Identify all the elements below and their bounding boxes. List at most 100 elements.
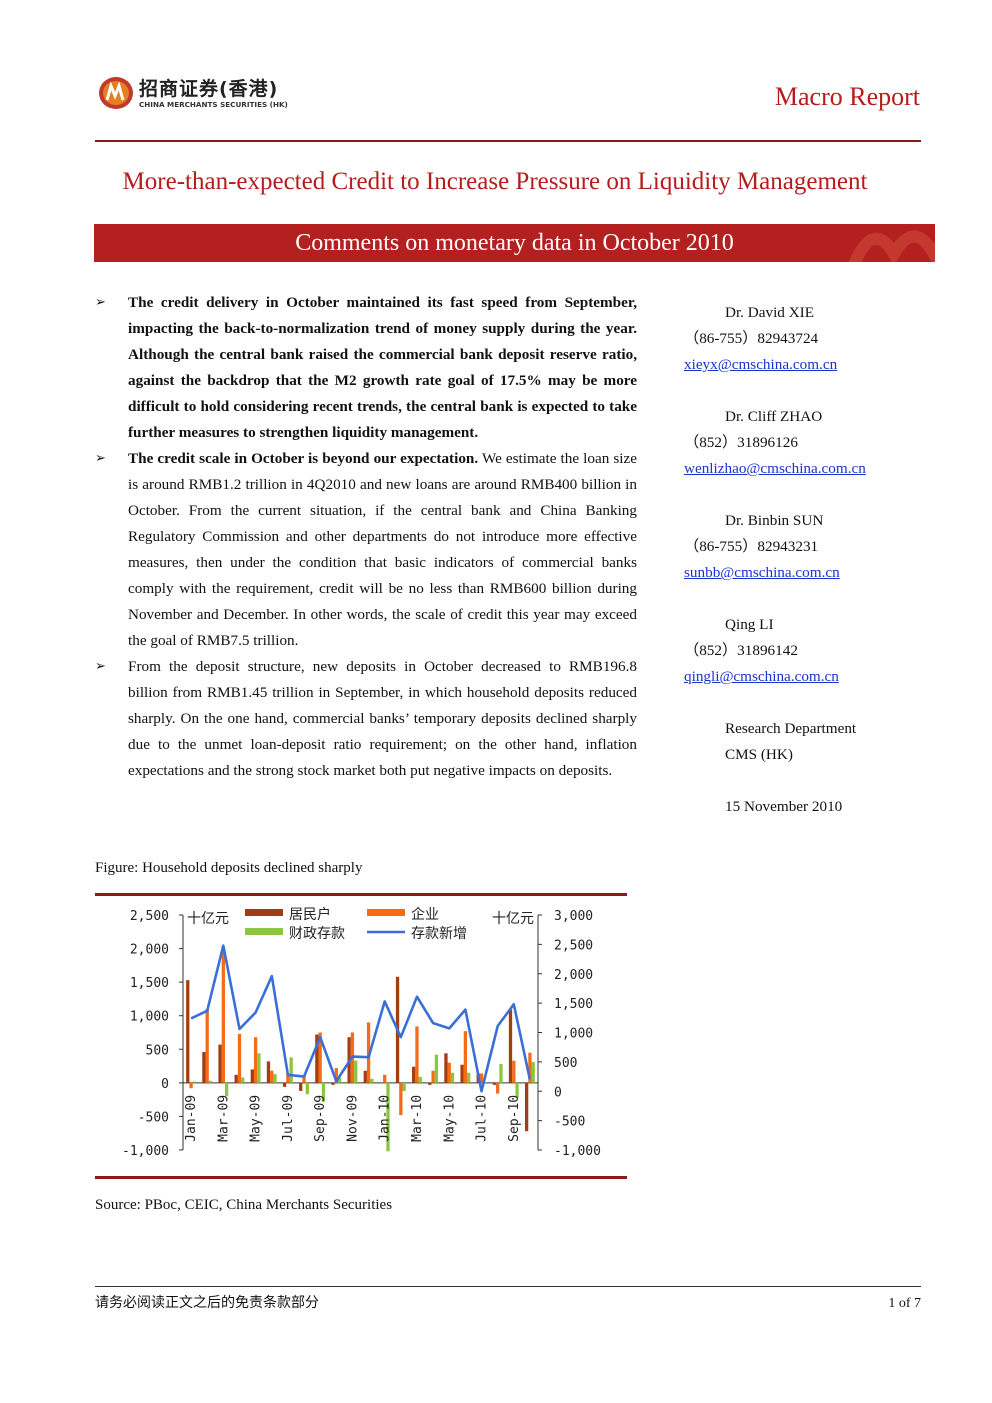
page-number: 1 of 7: [888, 1296, 921, 1311]
arrow-bullet-icon: ➢: [95, 451, 106, 466]
bar-household: [315, 1034, 319, 1083]
contact-name: Qing LI: [725, 616, 774, 633]
bar-enterprise: [253, 1037, 258, 1083]
bullet-text: From the deposit structure, new deposits…: [128, 658, 637, 779]
contact-phone: （852）31896142: [684, 642, 798, 659]
bar-fiscal: [241, 1077, 245, 1083]
bar-enterprise: [431, 1070, 435, 1083]
contact-card: Qing LI （852）31896142 qingli@cmschina.co…: [684, 612, 914, 690]
contact-card: Dr. Cliff ZHAO （852）31896126 wenlizhao@c…: [684, 404, 914, 482]
header-divider: [95, 140, 921, 142]
series-line-new-deposits: [190, 944, 532, 1093]
bar-fiscal: [224, 1082, 229, 1097]
x-tick-label: Jan-10: [378, 1095, 393, 1142]
bar-fiscal: [321, 1082, 326, 1102]
left-tick-label: 1,000: [130, 1010, 169, 1025]
bar-fiscal: [192, 1081, 197, 1083]
bar-enterprise: [237, 1033, 242, 1083]
bullet-point: ➢ The credit scale in October is beyond …: [95, 446, 637, 654]
cms-logo-icon: [99, 77, 133, 109]
bar-household: [508, 1009, 513, 1083]
bar-household: [250, 1069, 254, 1083]
bar-enterprise: [221, 951, 225, 1083]
contact-email-link[interactable]: qingli@cmschina.com.cn: [684, 668, 839, 685]
brand-name-cn: 招商证券(香港): [139, 78, 279, 100]
bar-household: [524, 1082, 529, 1132]
left-axis-unit: 十亿元: [187, 911, 229, 927]
report-type: Macro Report: [774, 82, 920, 111]
bar-household: [218, 1044, 222, 1083]
department-name: Research Department: [725, 720, 857, 737]
bar-enterprise: [270, 1070, 274, 1083]
bar-enterprise: [318, 1032, 322, 1083]
bar-fiscal: [434, 1054, 439, 1083]
bar-enterprise: [415, 1026, 419, 1083]
x-tick-label: Jul-09: [281, 1095, 296, 1142]
bar-enterprise: [189, 1082, 193, 1089]
bar-fiscal: [305, 1082, 309, 1095]
left-tick-label: -500: [138, 1110, 169, 1125]
contact-email-link[interactable]: sunbb@cmschina.com.cn: [684, 564, 840, 581]
left-tick-label: 2,500: [130, 909, 169, 924]
legend-label: 财政存款: [289, 926, 345, 942]
bar-fiscal: [257, 1053, 261, 1083]
bar-household: [299, 1082, 303, 1091]
bar-household: [282, 1082, 287, 1087]
x-tick-label: May-09: [249, 1095, 264, 1142]
bar-enterprise: [496, 1082, 500, 1094]
contact-card: Dr. David XIE （86-755）82943724 xieyx@cms…: [684, 300, 914, 378]
right-tick-label: 1,000: [554, 1027, 593, 1042]
left-tick-label: 0: [161, 1077, 169, 1092]
figure-source: Source: PBoc, CEIC, China Merchants Secu…: [95, 1197, 393, 1213]
bar-enterprise: [302, 1075, 306, 1083]
report-subtitle: Comments on monetary data in October 201…: [295, 230, 734, 256]
subtitle-banner: Comments on monetary data in October 201…: [94, 224, 935, 262]
company-logo: 招商证券(香港) CHINA MERCHANTS SECURITIES (HK): [97, 72, 337, 118]
arrow-bullet-icon: ➢: [95, 659, 106, 674]
key-points: ➢ The credit delivery in October maintai…: [95, 290, 637, 784]
contact-phone: （852）31896126: [684, 434, 798, 451]
bar-fiscal: [370, 1078, 374, 1083]
bar-fiscal: [273, 1074, 277, 1083]
x-tick-label: Mar-09: [216, 1095, 231, 1142]
bar-household: [363, 1070, 367, 1083]
bar-fiscal: [402, 1082, 406, 1091]
right-tick-label: 2,000: [554, 968, 593, 983]
x-tick-label: Nov-09: [345, 1095, 360, 1142]
bar-fiscal: [208, 1080, 213, 1083]
bullet-bold-text: The credit scale in October is beyond ou…: [128, 450, 479, 467]
right-tick-label: 3,000: [554, 909, 593, 924]
bar-household: [492, 1082, 497, 1085]
legend-swatch: [245, 909, 283, 916]
bar-household: [202, 1051, 206, 1083]
bar-fiscal: [531, 1062, 535, 1083]
x-tick-label: Sep-10: [507, 1095, 522, 1142]
x-tick-label: Mar-10: [410, 1095, 425, 1142]
analyst-contacts: Dr. David XIE （86-755）82943724 xieyx@cms…: [684, 300, 914, 820]
bar-fiscal: [515, 1082, 519, 1098]
bar-enterprise: [334, 1068, 338, 1083]
contact-email-link[interactable]: wenlizhao@cmschina.com.cn: [684, 460, 866, 477]
bar-enterprise: [205, 1009, 209, 1083]
figure-bottom-rule: [95, 1176, 627, 1179]
bar-household: [460, 1064, 464, 1083]
bar-enterprise: [463, 1031, 468, 1083]
bar-fiscal: [337, 1077, 342, 1083]
chart-axes: [179, 914, 542, 1151]
arrow-bullet-icon: ➢: [95, 295, 106, 310]
x-tick-label: Jan-09: [184, 1095, 199, 1142]
bar-household: [186, 980, 190, 1083]
x-tick-label: Sep-09: [313, 1095, 328, 1142]
legend-label: 企业: [411, 906, 439, 923]
left-tick-label: 500: [146, 1043, 169, 1058]
bar-fiscal: [386, 1082, 390, 1152]
right-tick-label: 500: [554, 1056, 577, 1071]
bar-enterprise: [528, 1052, 532, 1083]
contact-email-link[interactable]: xieyx@cmschina.com.cn: [684, 356, 838, 373]
right-tick-label: 2,500: [554, 938, 593, 953]
right-axis-unit: 十亿元: [492, 911, 534, 927]
contact-name: Dr. Cliff ZHAO: [725, 408, 823, 425]
bar-household: [444, 1053, 448, 1083]
figure-top-rule: [95, 893, 627, 896]
